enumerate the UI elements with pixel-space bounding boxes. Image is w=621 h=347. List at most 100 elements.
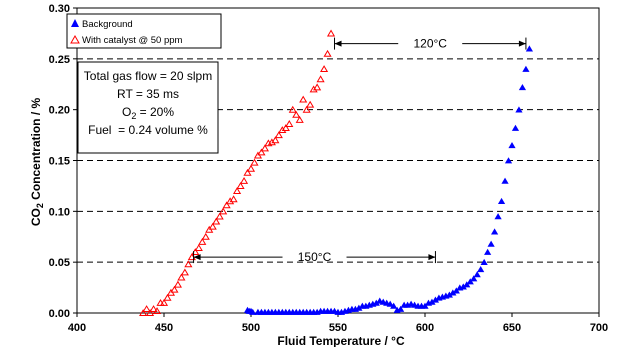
- data-point-catalyst: [239, 176, 249, 184]
- data-point-catalyst: [309, 85, 318, 93]
- data-point-background: [372, 299, 380, 306]
- data-point-background: [515, 106, 523, 113]
- y-axis: 0.00 0.05 0.10 0.15 0.20 0.25 0.30: [49, 3, 77, 320]
- x-axis: 400 450 500 550 600 650 700: [68, 313, 608, 334]
- data-point-catalyst: [173, 280, 182, 288]
- data-point-catalyst: [159, 298, 169, 306]
- data-point-background: [525, 45, 533, 52]
- data-point-background: [249, 308, 257, 315]
- data-point-catalyst: [215, 212, 224, 220]
- y-tick-label: 0.25: [49, 54, 70, 66]
- data-point-background: [470, 275, 478, 282]
- annotation-arrow-right: [428, 254, 436, 261]
- legend-label-background: Background: [82, 19, 133, 30]
- data-point-catalyst: [285, 120, 294, 127]
- data-point-catalyst: [295, 115, 304, 123]
- data-point-catalyst: [233, 187, 242, 195]
- data-point-background: [522, 65, 530, 72]
- data-point-catalyst: [257, 148, 266, 156]
- data-point-catalyst: [170, 285, 179, 293]
- annotation-label: 120°C: [413, 37, 447, 51]
- data-point-catalyst: [139, 309, 148, 317]
- annotation-arrow-left: [193, 254, 201, 261]
- conditions-box: Total gas flow = 20 slpm RT = 35 ms O2 =…: [77, 61, 219, 154]
- y-tick-label: 0.10: [49, 206, 70, 218]
- annotation-arrow-right: [518, 40, 526, 47]
- legend-frame: [66, 13, 222, 49]
- o2-value: = 20%: [136, 105, 174, 119]
- data-point-catalyst: [306, 100, 315, 108]
- x-tick-label: 700: [590, 322, 608, 334]
- grid-lines: [77, 58, 599, 263]
- annotation-arrow-left: [334, 40, 342, 47]
- o2-symbol: O: [122, 105, 131, 119]
- data-point-catalyst: [288, 105, 297, 113]
- data-point-background: [511, 124, 520, 131]
- data-point-catalyst: [146, 309, 155, 317]
- data-point-background: [390, 302, 398, 309]
- data-point-catalyst: [208, 222, 217, 230]
- data-point-background: [477, 266, 485, 273]
- data-point-catalyst: [313, 83, 322, 91]
- data-point-catalyst: [194, 244, 203, 251]
- data-point-catalyst: [274, 131, 283, 139]
- data-point-background: [508, 142, 516, 149]
- data-point-catalyst: [292, 110, 301, 118]
- x-tick-label: 600: [416, 322, 434, 334]
- data-point-background: [449, 289, 457, 296]
- data-point-catalyst: [226, 197, 235, 205]
- data-point-catalyst: [212, 217, 221, 225]
- data-point-background: [484, 248, 492, 255]
- data-point-catalyst: [281, 124, 290, 132]
- data-point-catalyst: [184, 260, 193, 268]
- legend: Background With catalyst @ 50 ppm: [66, 13, 222, 49]
- legend-marker-catalyst: [70, 34, 80, 44]
- data-point-catalyst: [250, 158, 259, 166]
- data-point-catalyst: [260, 144, 269, 152]
- data-point-catalyst: [316, 75, 325, 83]
- data-point-background: [431, 296, 440, 303]
- annotations: 120°C 150°C: [193, 37, 527, 264]
- data-point-background: [473, 271, 481, 278]
- x-axis-label: Fluid Temperature / °C: [277, 334, 405, 347]
- data-point-catalyst: [271, 136, 280, 144]
- y-tick-label: 0.05: [49, 257, 70, 269]
- data-point-catalyst: [278, 126, 287, 134]
- conditions-line-3: O2 = 20%: [122, 105, 174, 121]
- data-point-background: [487, 240, 495, 247]
- data-point-catalyst: [201, 232, 210, 240]
- y-axis-label-rest: Concentration / %: [29, 97, 43, 203]
- x-tick-label: 400: [68, 322, 86, 334]
- data-point-catalyst: [219, 207, 228, 215]
- legend-marker-background: [71, 19, 79, 27]
- data-point-catalyst: [229, 195, 238, 203]
- data-point-background: [504, 157, 513, 164]
- x-tick-label: 450: [155, 322, 173, 334]
- annotation-label: 150°C: [298, 250, 332, 264]
- data-point-catalyst: [177, 273, 186, 281]
- data-point-catalyst: [142, 305, 151, 312]
- data-point-catalyst: [198, 237, 207, 245]
- y-tick-label: 0.15: [49, 156, 70, 168]
- y-axis-label-sub: 2: [35, 203, 45, 208]
- data-point-catalyst: [149, 305, 158, 312]
- data-point-background: [428, 298, 436, 305]
- o2-subscript: 2: [131, 111, 136, 121]
- legend-label-catalyst: With catalyst @ 50 ppm: [82, 35, 183, 46]
- data-point-background: [480, 258, 488, 266]
- data-point-background: [518, 84, 527, 91]
- data-point-background: [491, 228, 499, 235]
- y-tick-label: 0.00: [49, 308, 70, 320]
- y-tick-label: 0.30: [49, 3, 70, 15]
- data-point-background: [501, 177, 509, 184]
- data-point-catalyst: [320, 65, 329, 73]
- data-point-catalyst: [267, 138, 276, 146]
- conditions-box-frame: [77, 61, 219, 154]
- data-point-catalyst: [326, 29, 336, 37]
- conditions-line-2: RT = 35 ms: [117, 87, 179, 101]
- data-point-background: [497, 197, 506, 205]
- data-point-background: [355, 304, 363, 311]
- data-point-catalyst: [180, 268, 189, 276]
- data-point-catalyst: [246, 164, 256, 172]
